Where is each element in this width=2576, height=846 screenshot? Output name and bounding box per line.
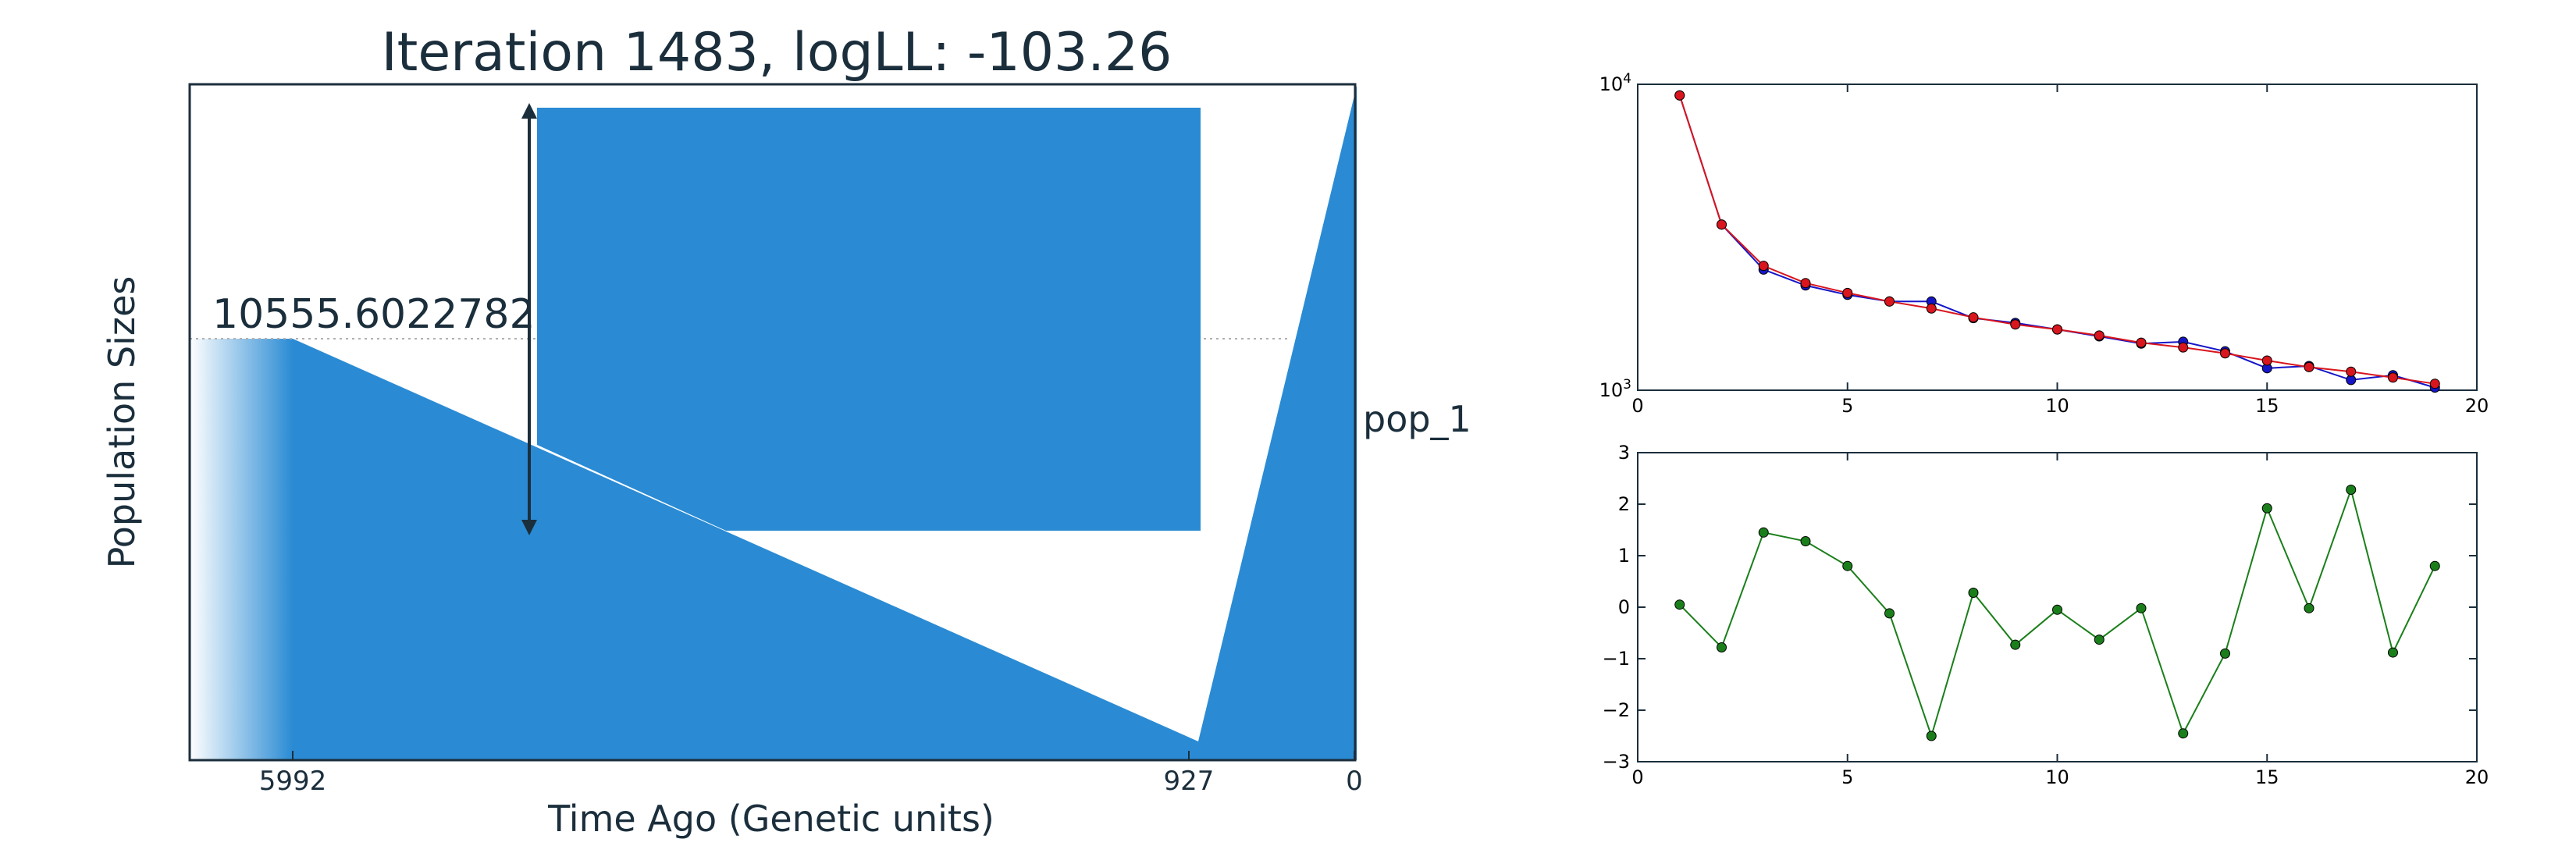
data-point-red (1842, 287, 1853, 298)
x-tick-label: 10 (2045, 766, 2069, 788)
residual-line-plot: 0 5 10 15 20 −3 −2 −1 0 1 2 3 (1603, 442, 2489, 788)
data-point-green (1717, 642, 1727, 652)
x-tick-label: 927 (1164, 766, 1215, 797)
y-axis-label: Population Sizes (101, 276, 143, 569)
data-point-red (1800, 278, 1811, 289)
data-point-green (1884, 608, 1895, 619)
data-point-red (2136, 337, 2147, 348)
x-tick-label: 0 (1631, 395, 1643, 417)
demography-title: Iteration 1483, logLL: -103.26 (382, 22, 1172, 84)
series-line-red (1678, 94, 2435, 385)
data-point-green (1800, 536, 1811, 547)
data-point-red (2094, 330, 2105, 341)
data-point-red (2346, 366, 2357, 377)
data-point-red (1884, 296, 1895, 307)
pulse-box (537, 108, 1201, 531)
data-point-green (1674, 599, 1685, 610)
data-point-red (1968, 312, 1979, 323)
x-tick-label: 5 (1841, 766, 1853, 788)
data-point-red (2052, 324, 2062, 335)
x-tick-label: 15 (2255, 766, 2279, 788)
data-point-red (2178, 342, 2189, 353)
x-tick-label: 10 (2045, 395, 2069, 417)
x-tick-label: 0 (1346, 766, 1363, 797)
data-point-green (2220, 648, 2230, 659)
demography-frame (188, 83, 1357, 762)
data-point-green (2094, 634, 2105, 645)
x-tick-label: 20 (2465, 766, 2489, 788)
x-tick-label: 15 (2255, 395, 2279, 417)
x-tick-label: 5 (1841, 395, 1853, 417)
data-point-red (2261, 355, 2272, 366)
demography-plot: Iteration 1483, logLL: -103.26 5992 927 … (101, 22, 1471, 840)
log-line-plot: 0 5 10 15 20 103 104 (1599, 71, 2489, 417)
y-tick-label: 1 (1618, 545, 1630, 567)
y-tick-label: 2 (1618, 493, 1630, 515)
series-line-blue (1678, 94, 2435, 389)
data-point-green (1968, 588, 1979, 599)
data-point-green (1758, 527, 1769, 538)
data-point-red (1674, 90, 1685, 101)
data-point-red (2010, 319, 2021, 330)
population-shape (293, 86, 1357, 760)
y-tick-label: 3 (1618, 442, 1630, 464)
ancestral-fade (190, 339, 293, 760)
data-point-green (2346, 485, 2357, 496)
data-point-green (2388, 647, 2398, 658)
data-point-red (1926, 303, 1937, 314)
y-tick-label: −2 (1603, 699, 1630, 721)
data-point-green (2261, 503, 2272, 514)
y-tick-label: −1 (1603, 648, 1630, 670)
data-point-red (1717, 219, 1727, 230)
population-size-annotation: 10555.6022782 (212, 291, 535, 338)
data-point-red (2388, 372, 2398, 383)
data-point-green (2304, 603, 2314, 613)
data-point-red (2220, 348, 2230, 359)
data-point-green (2052, 604, 2062, 615)
population-name-label: pop_1 (1363, 398, 1471, 440)
data-point-red (1758, 261, 1769, 272)
data-point-green (2429, 560, 2440, 571)
y-tick-label: 103 (1599, 377, 1631, 401)
y-tick-label: 104 (1599, 71, 1631, 95)
data-point-green (2178, 728, 2189, 739)
x-axis-label: Time Ago (Genetic units) (547, 798, 994, 840)
x-tick-label: 0 (1631, 766, 1643, 788)
data-point-green (1926, 730, 1937, 741)
x-tick-label: 20 (2465, 395, 2489, 417)
y-tick-label: −3 (1603, 751, 1630, 773)
data-point-red (2429, 379, 2440, 389)
y-tick-label: 0 (1618, 596, 1630, 618)
x-tick-label: 5992 (259, 766, 327, 797)
data-point-green (2136, 603, 2147, 613)
top-plot-frame (1637, 84, 2478, 391)
data-point-green (2010, 639, 2021, 650)
data-point-green (1842, 560, 1853, 571)
data-point-red (2304, 361, 2314, 372)
